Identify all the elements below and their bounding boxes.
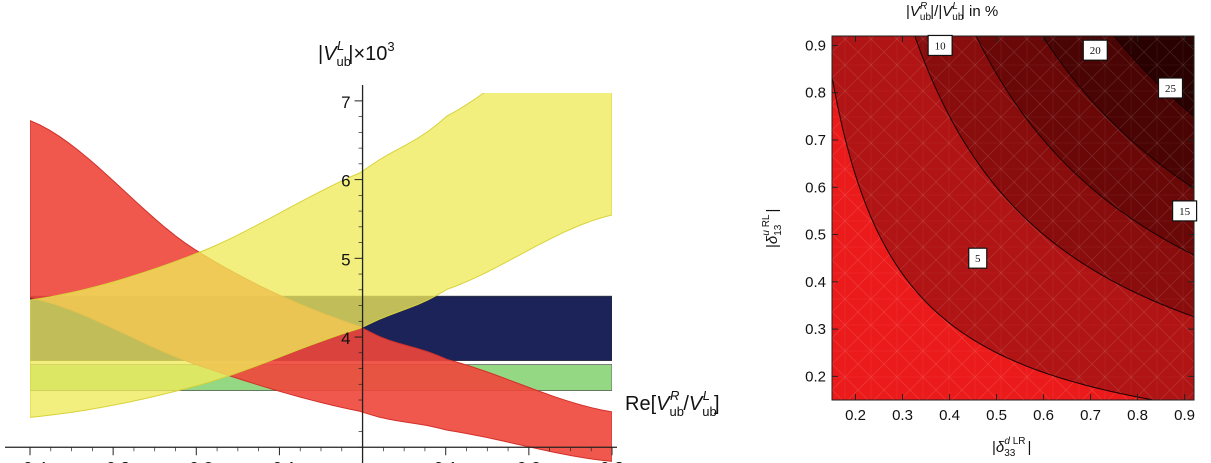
right-y-tick-label: 0.9 xyxy=(805,37,826,54)
texture-overlay xyxy=(832,36,1194,400)
contour-label-10: 10 xyxy=(935,40,947,52)
left-x-axis-label: Re[VubR/VubL] xyxy=(625,388,720,419)
left-y-tick-label: 4 xyxy=(341,329,350,348)
left-x-tick-label: 0.3 xyxy=(600,458,624,463)
left-y-tick-label: 5 xyxy=(341,250,350,269)
left-x-tick-label: 0.2 xyxy=(517,458,541,463)
contour-line-5 xyxy=(832,73,1157,400)
curved-band-3 xyxy=(30,93,612,418)
vub-band-chart: −0.4 −0.3 −0.2 −0.1 0.1 0.2 0.3 4 5 6 7 xyxy=(5,85,624,463)
contour-line-20 xyxy=(1041,36,1194,189)
left-x-tick-label: 0.1 xyxy=(434,458,458,463)
right-y-tick-label: 0.6 xyxy=(805,179,826,196)
left-x-tick-label: −0.3 xyxy=(96,458,130,463)
right-y-axis-label: |δ13u RL| xyxy=(761,209,784,248)
left-y-tick-label: 7 xyxy=(341,93,350,112)
left-y-axis-label: |VubL |×103 xyxy=(318,38,395,69)
right-y-tick-label: 0.8 xyxy=(805,85,826,102)
contour-label-box-5 xyxy=(968,247,988,269)
contour-label-box-20 xyxy=(1082,39,1108,61)
contour-label-20: 20 xyxy=(1090,45,1102,57)
contour-label-25: 25 xyxy=(1165,83,1177,95)
left-x-tick-label: −0.2 xyxy=(180,458,214,463)
contour-line-15 xyxy=(975,36,1194,256)
contour-line-25 xyxy=(1113,36,1194,118)
right-x-tick-label: 0.5 xyxy=(986,407,1007,424)
contour-label-5: 5 xyxy=(975,253,981,265)
right-x-tick-label: 0.6 xyxy=(1033,407,1054,424)
right-title: |VubR |/|VubL | in % xyxy=(906,1,998,23)
left-y-tick-label: 6 xyxy=(341,172,350,191)
right-y-tick-label: 0.7 xyxy=(805,132,826,149)
right-y-tick-label: 0.2 xyxy=(805,368,826,385)
right-x-tick-label: 0.9 xyxy=(1174,407,1195,424)
ratio-contour-chart: 0.2 0.2 0.3 0.3 0.4 0.4 0.5 0.5 0.6 0.6 0.7 0.7 0.8 0… xyxy=(805,34,1198,424)
contour-line-10 xyxy=(914,36,1194,318)
right-x-tick-label: 0.2 xyxy=(845,407,866,424)
right-y-tick-label: 0.3 xyxy=(805,321,826,338)
contour-label-15: 15 xyxy=(1179,206,1191,218)
contour-label-box-15 xyxy=(1171,200,1198,222)
right-x-axis-label: |δ33d LR | xyxy=(992,436,1031,459)
contour-label-box-25 xyxy=(1157,77,1184,99)
right-y-tick-label: 0.5 xyxy=(805,227,826,244)
right-x-tick-label: 0.3 xyxy=(892,407,913,424)
right-x-tick-label: 0.8 xyxy=(1127,407,1148,424)
right-y-tick-label: 0.4 xyxy=(805,274,826,291)
left-x-tick-label: −0.1 xyxy=(263,458,297,463)
contour-label-box-10 xyxy=(927,34,953,57)
right-x-tick-label: 0.4 xyxy=(939,407,960,424)
left-x-tick-label: −0.4 xyxy=(13,458,47,463)
right-x-tick-label: 0.7 xyxy=(1080,407,1101,424)
